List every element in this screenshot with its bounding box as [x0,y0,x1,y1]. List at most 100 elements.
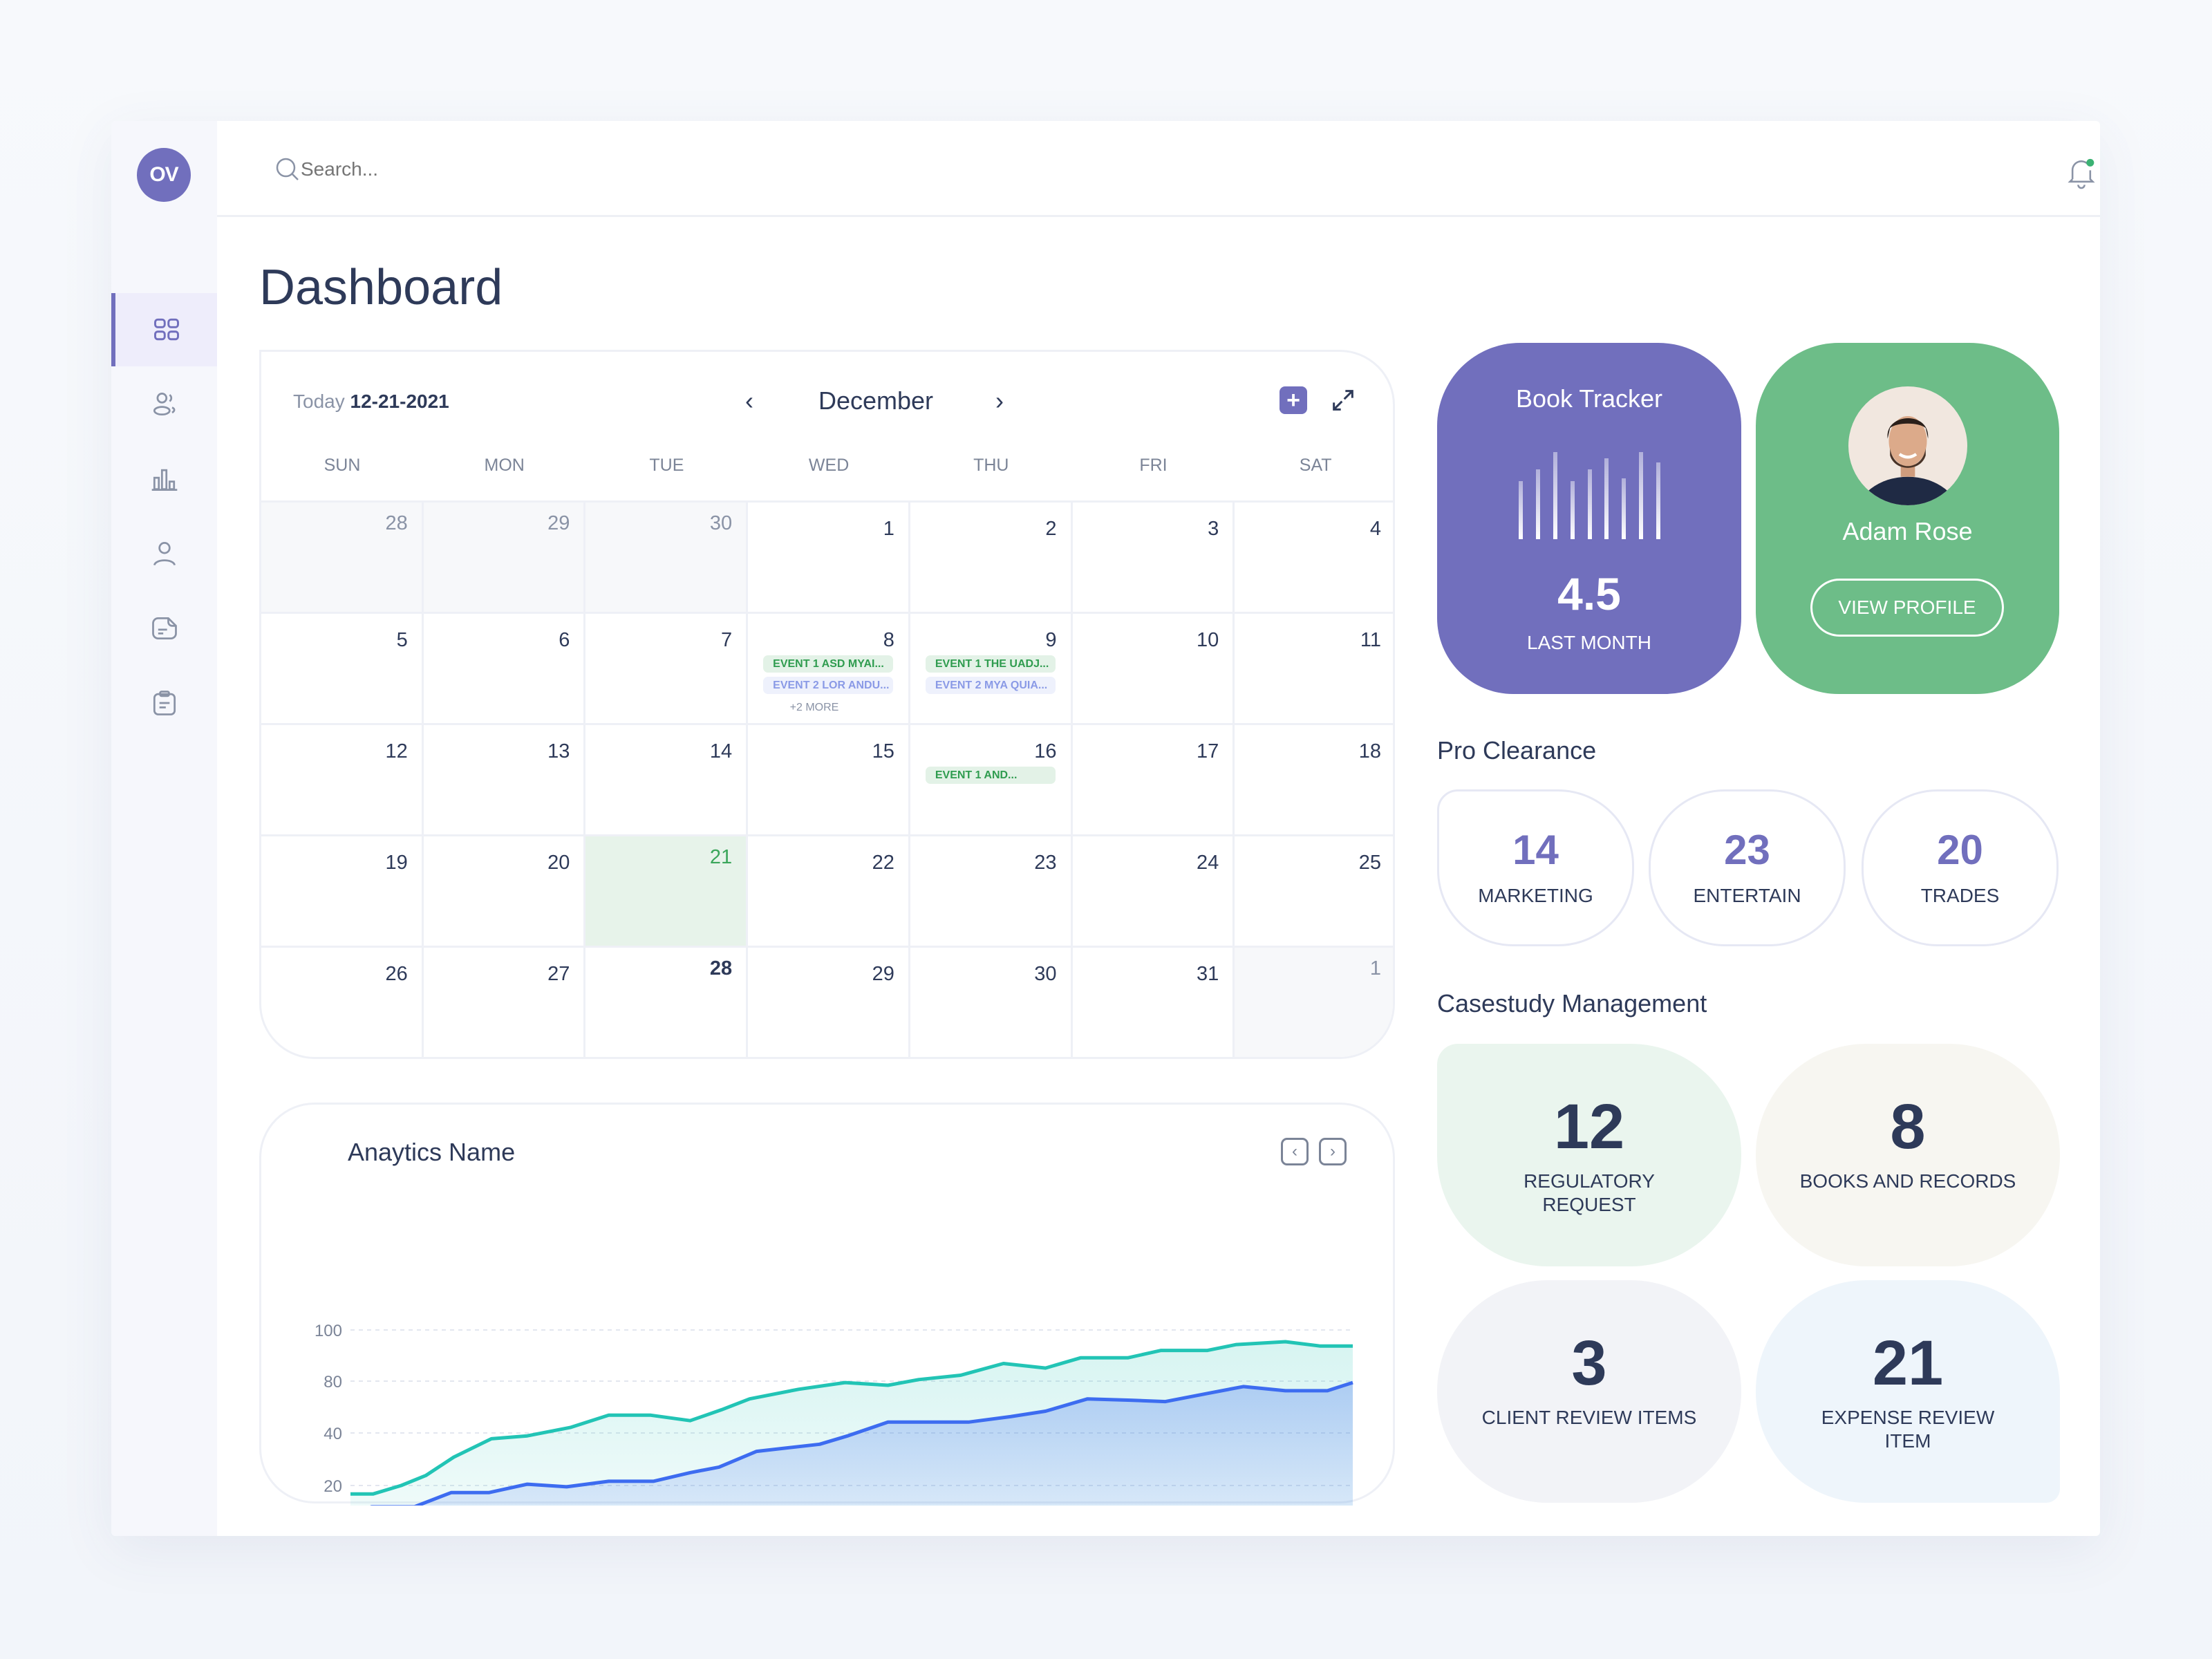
calendar-day[interactable]: 19 [261,836,424,948]
sidebar-item-clipboard[interactable] [111,666,217,740]
series-line-teal [350,1340,1353,1496]
sidebar-item-documents[interactable] [111,592,217,665]
analytics-title: Anaytics Name [348,1138,516,1166]
day-number: 13 [547,740,570,762]
pro-clearance-entertain[interactable]: 23 ENTERTAIN [1649,789,1846,946]
calendar-day[interactable]: 16 EVENT 1 AND... [910,725,1073,836]
analytics-chart: 1008040200JANFEBMARAPRMAYJUNJULAUGSEPOCT… [315,1322,1353,1506]
prev-month-button[interactable]: ‹ [745,386,753,415]
pro-clearance-marketing[interactable]: 14 MARKETING [1437,789,1634,946]
calendar-day-today[interactable]: 21 [585,836,749,948]
sidebar: OV [111,121,217,1536]
calendar-day[interactable]: 4 [1235,503,1393,614]
calendar-day[interactable]: 18 [1235,725,1393,836]
calendar-day[interactable]: 9 EVENT 1 THE UADJ... EVENT 2 MYA QUIA... [910,614,1073,725]
calendar-day[interactable]: 8 EVENT 1 ASD MYAI... EVENT 2 LOR ANDU... +… [748,614,910,725]
casestudy-expense-review-item[interactable]: 21 EXPENSE REVIEW ITEM [1756,1280,2060,1503]
calendar-day[interactable]: 1 [748,503,910,614]
calendar-day[interactable]: 15 [748,725,910,836]
casestudy-label: CLIENT REVIEW ITEMS [1481,1407,1697,1428]
view-profile-button[interactable]: VIEW PROFILE [1810,579,2004,637]
calendar-day[interactable]: 10 [1072,614,1235,725]
stat-label: TRADES [1920,885,2000,906]
expand-icon[interactable] [1329,386,1357,414]
sidebar-item-profile[interactable] [111,517,217,590]
today-value: 12-21-2021 [350,391,449,412]
calendar-grid: 28 29 30 1 2 3 4 5 6 7 8 EVENT 1 ASD MYAI... EVENT 2… [261,500,1393,1057]
calendar-event[interactable]: EVENT 1 ASD MYAI... [763,655,893,673]
casestudy-value: 21 [1872,1328,1944,1398]
day-number: 30 [1034,963,1057,985]
calendar-day[interactable]: 28 [585,948,749,1057]
calendar-event[interactable]: EVENT 1 AND... [925,767,1056,784]
next-month-button[interactable]: › [995,386,1004,415]
add-event-button[interactable]: + [1280,386,1307,414]
calendar-day[interactable]: 22 [748,836,910,948]
day-number: 9 [1045,629,1057,651]
casestudy-regulatory-request[interactable]: 12 REGULATORY REQUEST [1437,1044,1741,1266]
calendar-day[interactable]: 26 [261,948,424,1057]
calendar-day[interactable]: 6 [423,614,586,725]
day-number: 14 [709,740,733,762]
grid-icon [153,318,179,341]
calendar-day[interactable]: 2 [910,503,1073,614]
calendar-day[interactable]: 25 [1235,836,1393,948]
sidebar-item-analytics[interactable] [111,442,217,516]
calendar-day[interactable]: 24 [1072,836,1235,948]
series-area-blue [418,1382,1353,1506]
calendar-day[interactable]: 5 [261,614,424,725]
search-input[interactable] [301,153,715,186]
weekday-header: SUN [324,456,361,475]
stat-label: MARKETING [1478,885,1593,906]
chart-prev-button[interactable]: ‹ [1281,1138,1309,1165]
pro-clearance-title: Pro Clearance [1437,736,1597,765]
book-tracker-card[interactable]: Book Tracker 4.5 LAST MONTH [1437,343,1741,694]
calendar-day[interactable]: 28 [261,503,424,614]
day-number: 25 [1358,852,1381,874]
calendar-event[interactable]: EVENT 2 LOR ANDU... [763,677,893,694]
calendar-day[interactable]: 13 [423,725,586,836]
day-number: 29 [547,512,570,534]
calendar-day[interactable]: 29 [423,503,586,614]
stat-value: 14 [1512,827,1559,873]
casestudy-title: Casestudy Management [1437,989,1707,1018]
calendar-day[interactable]: 11 [1235,614,1393,725]
calendar-day[interactable]: 7 [585,614,749,725]
day-number: 2 [1045,518,1057,540]
casestudy-books-and-records[interactable]: 8 BOOKS AND RECORDS [1756,1044,2060,1266]
page-title: Dashboard [259,260,503,315]
calendar-day[interactable]: 14 [585,725,749,836]
weekday-header: TUE [649,456,684,475]
day-number: 12 [385,740,408,762]
book-tracker-bar [1656,462,1660,539]
calendar-day[interactable]: 3 [1072,503,1235,614]
bell-icon[interactable] [2066,156,2097,190]
book-tracker-bar [1553,452,1557,539]
calendar-day[interactable]: 30 [585,503,749,614]
calendar-day[interactable]: 23 [910,836,1073,948]
day-number: 30 [709,512,733,534]
calendar-event[interactable]: EVENT 1 THE UADJ... [925,655,1056,673]
day-number: 22 [872,852,894,874]
calendar-day[interactable]: 1 [1235,948,1393,1057]
calendar-day[interactable]: 29 [748,948,910,1057]
logo[interactable]: OV [137,148,191,202]
day-number: 31 [1197,963,1219,985]
clipboard-icon [153,691,176,715]
calendar-day[interactable]: 12 [261,725,424,836]
sidebar-item-users[interactable] [111,368,217,441]
y-tick-label: 80 [324,1373,342,1391]
calendar-day[interactable]: 20 [423,836,586,948]
day-number: 29 [872,963,894,985]
chart-next-button[interactable]: › [1319,1138,1347,1165]
pro-clearance-trades[interactable]: 20 TRADES [1862,789,2059,946]
calendar-day[interactable]: 30 [910,948,1073,1057]
calendar-event[interactable]: EVENT 2 MYA QUIA... [925,677,1056,694]
sidebar-item-dashboard[interactable] [111,293,217,366]
calendar-day[interactable]: 17 [1072,725,1235,836]
calendar-day[interactable]: 27 [424,948,586,1057]
stat-value: 23 [1724,827,1770,873]
more-events-link[interactable]: +2 MORE [789,702,839,713]
casestudy-client-review-items[interactable]: 3 CLIENT REVIEW ITEMS [1437,1280,1741,1503]
calendar-day[interactable]: 31 [1073,948,1235,1057]
